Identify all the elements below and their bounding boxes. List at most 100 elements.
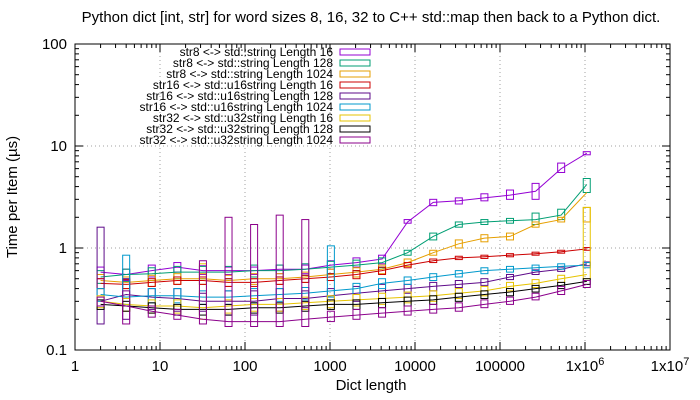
error-box xyxy=(403,249,412,256)
series-line xyxy=(100,280,587,310)
legend-label: str16 <-> std::u16string Length 128 xyxy=(146,89,333,103)
series-9 xyxy=(96,214,591,327)
y-tick-label: 1 xyxy=(59,240,67,257)
error-box xyxy=(505,296,514,305)
error-box xyxy=(480,299,489,309)
error-box xyxy=(505,288,514,297)
y-tick-label: 10 xyxy=(50,138,67,155)
error-box xyxy=(378,278,387,290)
error-box xyxy=(403,305,412,316)
series-line xyxy=(100,184,588,278)
error-box xyxy=(480,219,489,225)
series-line xyxy=(100,248,587,285)
error-box xyxy=(557,162,566,173)
error-box xyxy=(557,285,566,296)
error-box xyxy=(224,216,233,327)
series-8 xyxy=(96,278,591,316)
error-box xyxy=(505,232,514,241)
error-box xyxy=(480,267,489,275)
error-box xyxy=(531,264,540,272)
error-box xyxy=(147,278,156,287)
legend-swatch xyxy=(339,136,371,144)
legend-label: str32 <-> std::u32string Length 1024 xyxy=(140,133,334,147)
error-box xyxy=(531,284,540,293)
error-box xyxy=(326,310,335,323)
x-tick-label: 10000 xyxy=(394,358,436,375)
error-box xyxy=(96,296,105,307)
error-box xyxy=(505,265,514,273)
error-box xyxy=(454,221,463,228)
legend-label: str16 <-> std::u16string Length 16 xyxy=(153,78,333,92)
x-tick-label: 1x107 xyxy=(651,356,690,375)
error-box xyxy=(454,255,463,261)
error-box xyxy=(454,302,463,312)
error-box xyxy=(505,217,514,224)
error-box xyxy=(531,269,540,275)
error-box xyxy=(557,249,566,254)
error-box xyxy=(198,260,207,325)
series-3 xyxy=(96,192,591,290)
legend-label: str8 <-> std::string Length 16 xyxy=(180,45,334,59)
error-box xyxy=(480,193,489,202)
x-axis-label: Dict length xyxy=(336,377,407,394)
series-line xyxy=(100,283,587,323)
error-box xyxy=(480,254,489,259)
error-box xyxy=(403,219,412,224)
plot-frame xyxy=(74,43,671,351)
legend-label: str16 <-> std::u16string Length 1024 xyxy=(140,100,334,114)
error-box xyxy=(505,189,514,200)
grid-lines xyxy=(75,44,670,350)
x-tick-label: 1000 xyxy=(313,358,346,375)
error-box xyxy=(557,281,566,290)
error-box xyxy=(378,307,387,318)
legend-swatch xyxy=(339,103,371,111)
error-box xyxy=(198,292,207,312)
x-tick-label: 1 xyxy=(71,358,79,375)
series-line xyxy=(100,192,588,283)
error-box xyxy=(429,273,438,282)
y-tick-label: 100 xyxy=(42,36,67,53)
error-box xyxy=(96,226,105,325)
legend-label: str32 <-> std::u32string Length 128 xyxy=(146,122,333,136)
series-line xyxy=(100,263,587,302)
legend-swatch xyxy=(339,48,371,56)
error-box xyxy=(378,266,387,275)
error-box xyxy=(531,279,540,288)
error-box xyxy=(557,216,566,223)
error-box xyxy=(531,251,540,256)
error-box xyxy=(224,290,233,305)
error-box xyxy=(429,232,438,241)
error-box xyxy=(96,288,105,302)
error-box xyxy=(531,182,540,200)
error-box xyxy=(326,299,335,310)
error-box xyxy=(582,280,591,288)
error-box xyxy=(173,276,182,285)
error-box xyxy=(454,197,463,205)
legend-swatch xyxy=(339,92,371,100)
error-box xyxy=(531,292,540,301)
error-box xyxy=(378,257,387,269)
legend-swatch xyxy=(339,70,371,78)
error-box xyxy=(480,234,489,243)
error-box xyxy=(582,151,591,156)
error-box xyxy=(173,288,182,304)
x-tick-label: 100000 xyxy=(475,358,525,375)
error-box xyxy=(557,263,566,270)
error-box xyxy=(480,278,489,286)
error-box xyxy=(301,219,310,327)
error-box xyxy=(429,258,438,264)
error-box xyxy=(582,206,591,223)
error-box xyxy=(531,221,540,228)
error-box xyxy=(429,249,438,256)
error-box xyxy=(224,290,233,316)
series-line xyxy=(100,264,587,298)
legend-label: str8 <-> std::string Length 1024 xyxy=(166,67,333,81)
error-box xyxy=(454,280,463,288)
error-box xyxy=(122,290,131,325)
series-1 xyxy=(96,151,591,282)
legend-swatch xyxy=(339,59,371,67)
error-box xyxy=(147,305,156,318)
